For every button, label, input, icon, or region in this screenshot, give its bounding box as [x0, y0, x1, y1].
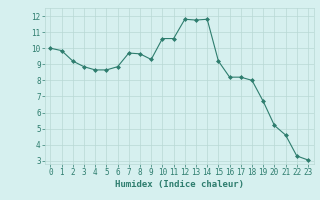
X-axis label: Humidex (Indice chaleur): Humidex (Indice chaleur): [115, 180, 244, 189]
